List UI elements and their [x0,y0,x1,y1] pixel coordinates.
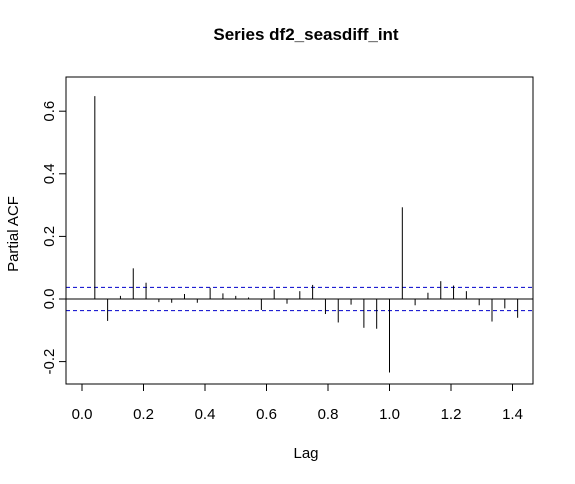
y-axis-label: Partial ACF [5,196,22,272]
y-tick-label: -0.2 [41,349,58,375]
chart-title: Series df2_seasdiff_int [213,25,399,44]
x-tick-label: 1.2 [441,406,462,423]
y-axis: -0.2 0.0 0.2 0.4 0.6 [41,101,67,375]
y-tick-label: 0.2 [41,226,58,247]
plot-frame [65,76,534,385]
confidence-bounds [66,286,533,312]
y-tick-label: 0.6 [41,101,58,122]
x-axis-label: Lag [293,445,318,462]
pacf-bars [94,96,519,373]
x-tick-label: 1.4 [502,406,523,423]
x-axis: 0.0 0.2 0.4 0.6 0.8 1.0 1.2 1.4 [72,383,523,423]
x-tick-label: 1.0 [379,406,400,423]
x-tick-label: 0.6 [256,406,277,423]
x-tick-label: 0.8 [318,406,339,423]
x-tick-label: 0.4 [195,406,216,423]
y-tick-label: 0.0 [41,289,58,310]
x-tick-label: 0.0 [72,406,93,423]
x-tick-label: 0.2 [133,406,154,423]
y-tick-label: 0.4 [41,163,58,184]
